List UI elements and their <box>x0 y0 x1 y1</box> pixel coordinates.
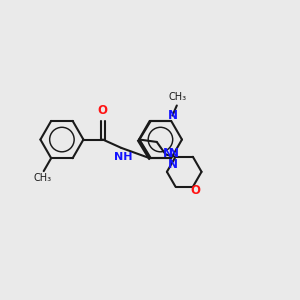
Text: N: N <box>163 147 173 160</box>
Text: O: O <box>98 104 108 117</box>
Text: N: N <box>169 147 179 160</box>
Text: N: N <box>167 109 177 122</box>
Text: CH₃: CH₃ <box>33 173 51 183</box>
Text: N: N <box>167 158 177 171</box>
Text: O: O <box>190 184 200 197</box>
Text: CH₃: CH₃ <box>168 92 187 102</box>
Text: NH: NH <box>114 152 132 162</box>
